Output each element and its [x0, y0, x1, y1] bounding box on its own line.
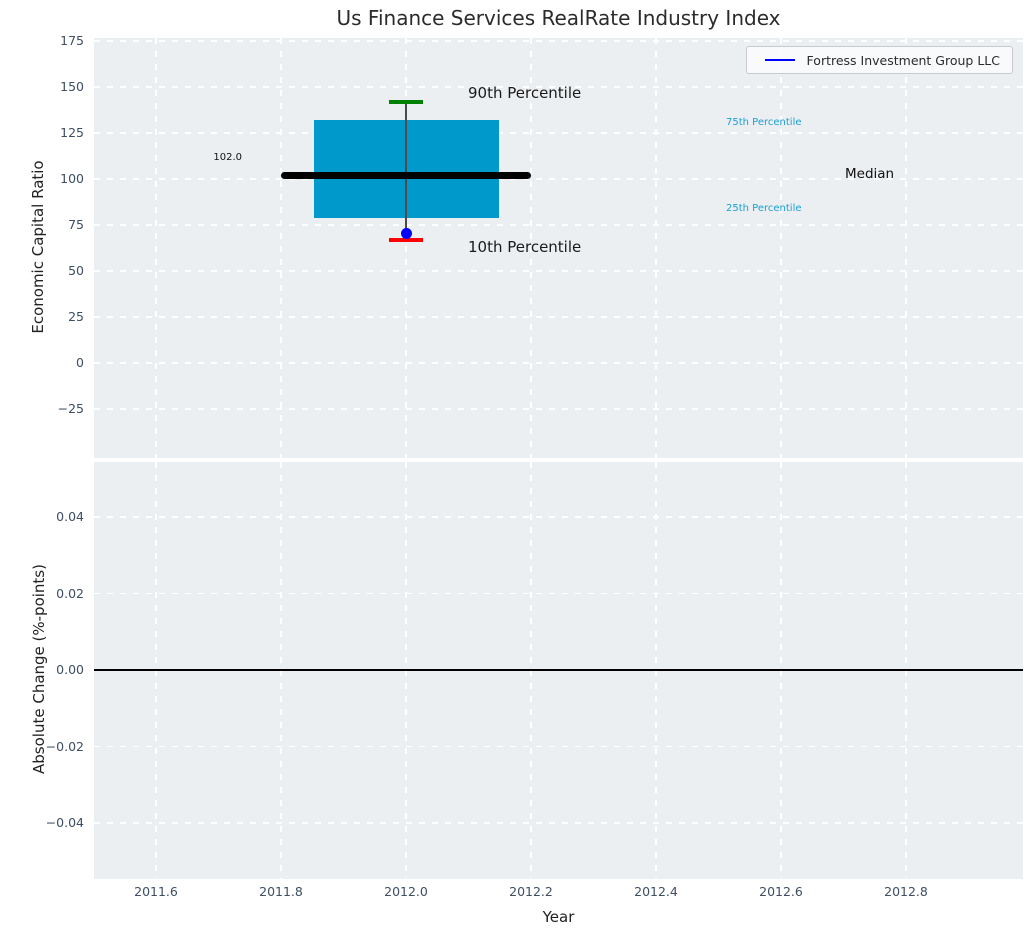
- legend-line-swatch: [764, 58, 795, 62]
- legend: Fortress Investment Group LLC: [745, 46, 1013, 74]
- chart-title: Us Finance Services RealRate Industry In…: [336, 6, 781, 30]
- top-y-tick-label: 175: [60, 32, 84, 48]
- x-tick-label: 2012.2: [509, 884, 553, 899]
- x-axis-label: Year: [542, 908, 575, 926]
- v-gridline: [780, 38, 782, 458]
- bottom-y-tick-label: −0.02: [45, 738, 84, 754]
- bottom-axes-absolute-change: [94, 462, 1023, 879]
- median-line: [281, 171, 531, 179]
- h-gridline: [94, 224, 1023, 226]
- h-gridline: [94, 132, 1023, 134]
- top-y-tick-label: 125: [60, 124, 84, 140]
- h-gridline: [94, 178, 1023, 180]
- legend-label: Fortress Investment Group LLC: [806, 52, 1000, 68]
- h-gridline: [94, 362, 1023, 364]
- x-tick-label: 2012.6: [759, 884, 803, 899]
- x-tick-label: 2011.8: [259, 884, 303, 899]
- h-gridline: [94, 86, 1023, 88]
- zero-line: [94, 669, 1023, 671]
- p10-annotation: 10th Percentile: [468, 238, 582, 256]
- bottom-y-tick-label: −0.04: [45, 815, 84, 831]
- bottom-y-tick-label: 0.04: [56, 509, 84, 525]
- x-tick-label: 2012.8: [884, 884, 928, 899]
- v-gridline: [155, 38, 157, 458]
- bottom-y-tick-label: 0.00: [56, 662, 84, 678]
- v-gridline: [905, 38, 907, 458]
- top-y-tick-label: 75: [68, 216, 84, 232]
- h-gridline: [94, 592, 1023, 595]
- x-tick-label: 2012.4: [634, 884, 678, 899]
- p90-cap: [389, 100, 423, 104]
- company-point-marker: [400, 227, 412, 239]
- p75-annotation: 75th Percentile: [726, 117, 802, 128]
- h-gridline: [94, 270, 1023, 272]
- x-tick-label: 2011.6: [134, 884, 178, 899]
- p10-cap: [389, 238, 423, 242]
- h-gridline: [94, 40, 1023, 42]
- median-annotation: Median: [845, 166, 895, 182]
- v-gridline: [655, 38, 657, 458]
- h-gridline: [94, 516, 1023, 518]
- x-tick-label: 2012.0: [384, 884, 428, 899]
- top-axes-economic-capital-ratio: 90th Percentile 10th Percentile 75th Per…: [94, 38, 1023, 458]
- bottom-y-tick-label: 0.02: [56, 585, 84, 601]
- v-gridline: [405, 38, 407, 458]
- h-gridline: [94, 822, 1023, 824]
- whisker-line: [405, 101, 407, 240]
- v-gridline: [530, 38, 532, 458]
- h-gridline: [94, 745, 1023, 748]
- h-gridline: [94, 316, 1023, 318]
- h-gridline: [94, 408, 1023, 410]
- p90-annotation: 90th Percentile: [468, 84, 582, 102]
- v-gridline: [280, 38, 282, 458]
- top-y-tick-label: 50: [68, 263, 84, 278]
- top-y-tick-label: 150: [60, 78, 84, 94]
- top-y-tick-label: 25: [68, 309, 84, 325]
- top-y-tick-label: 100: [60, 170, 84, 186]
- median-value-label: 102.0: [213, 152, 242, 163]
- top-y-tick-label: 0: [76, 355, 84, 371]
- top-y-tick-label: −25: [57, 401, 84, 417]
- p25-annotation: 25th Percentile: [726, 203, 802, 214]
